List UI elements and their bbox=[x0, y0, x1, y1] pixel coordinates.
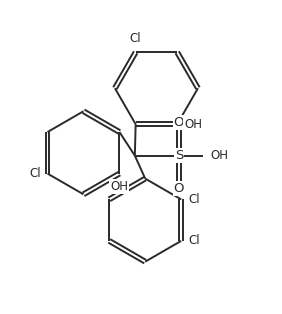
Text: OH: OH bbox=[111, 180, 128, 193]
Text: Cl: Cl bbox=[188, 235, 200, 247]
Text: OH: OH bbox=[211, 149, 229, 162]
Text: O: O bbox=[174, 116, 184, 129]
Text: S: S bbox=[175, 149, 183, 162]
Text: OH: OH bbox=[184, 118, 202, 131]
Text: Cl: Cl bbox=[130, 32, 142, 45]
Text: Cl: Cl bbox=[188, 193, 200, 206]
Text: Cl: Cl bbox=[30, 167, 41, 180]
Text: O: O bbox=[174, 182, 184, 195]
